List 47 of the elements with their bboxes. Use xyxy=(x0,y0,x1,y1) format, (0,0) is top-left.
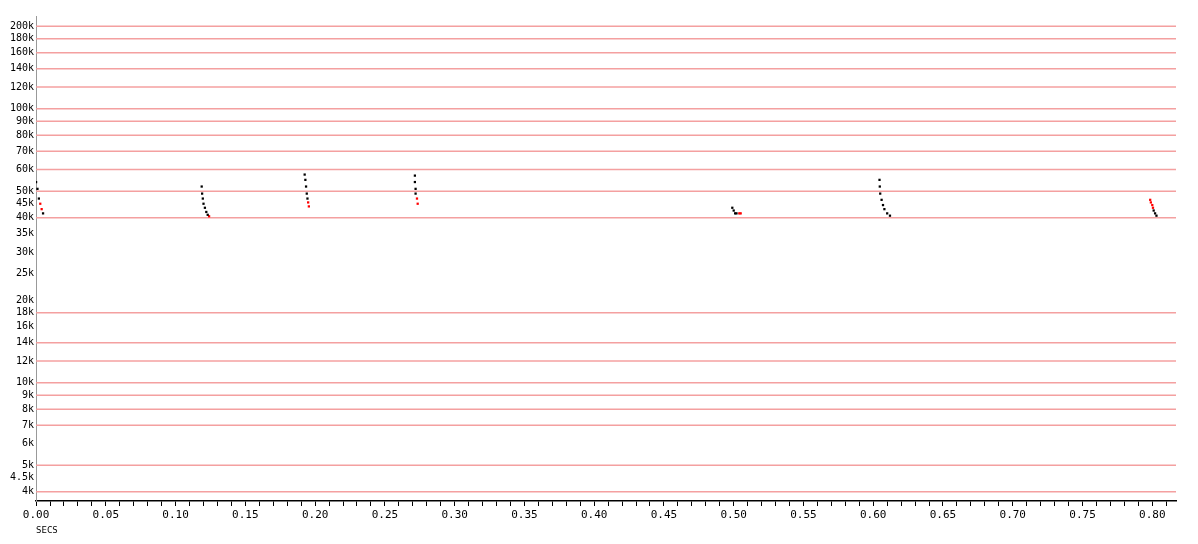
y-tick-label: 30k xyxy=(16,245,35,257)
x-axis-title: SECS xyxy=(36,524,58,535)
y-tick-label: 120k xyxy=(9,80,35,92)
x-tick-label: 0.05 xyxy=(92,508,120,522)
y-tick-label: 100k xyxy=(9,102,35,114)
y-tick-label: 7k xyxy=(22,418,35,430)
y-tick-label: 8k xyxy=(22,402,35,414)
y-tick-label: 45k xyxy=(16,197,35,209)
y-tick-label: 16k xyxy=(16,320,35,332)
y-tick-label: 60k xyxy=(16,163,35,175)
x-tick-label: 0.55 xyxy=(790,508,817,522)
y-tick-label: 20k xyxy=(16,293,35,305)
y-tick-label: 4.5k xyxy=(9,471,35,483)
y-tick-label: 14k xyxy=(16,336,35,348)
y-tick-label: 80k xyxy=(16,128,35,140)
y-tick-label: 180k xyxy=(9,32,35,44)
x-tick-label: 0.10 xyxy=(162,508,189,522)
y-tick-label: 6k xyxy=(22,437,35,449)
x-tick-label: 0.65 xyxy=(929,508,957,522)
y-tick-label: 25k xyxy=(16,267,35,279)
y-tick-label: 12k xyxy=(16,354,35,366)
x-tick-label: 0.35 xyxy=(511,508,538,522)
y-tick-label: 10k xyxy=(16,376,35,388)
y-tick-label: 90k xyxy=(16,114,35,126)
x-tick-label: 0.00 xyxy=(22,508,50,522)
y-tick-label: 160k xyxy=(9,46,35,58)
x-tick-label: 0.20 xyxy=(301,508,329,522)
y-tick-label: 50k xyxy=(16,184,35,196)
y-tick-label: 40k xyxy=(16,211,35,223)
x-tick-label: 0.15 xyxy=(232,508,259,522)
y-tick-label: 18k xyxy=(16,306,35,318)
y-tick-label: 4k xyxy=(22,485,35,497)
x-tick-label: 0.25 xyxy=(371,508,399,522)
x-tick-label: 0.45 xyxy=(650,508,678,522)
y-tick-label: 140k xyxy=(9,62,35,74)
y-tick-label: 200k xyxy=(9,19,35,31)
y-tick-label: 70k xyxy=(16,144,35,156)
x-tick-label: 0.80 xyxy=(1139,508,1166,522)
y-tick-label: 35k xyxy=(16,227,35,239)
y-tick-label: 9k xyxy=(22,388,35,400)
x-tick-label: 0.75 xyxy=(1069,508,1096,522)
x-tick-label: 0.40 xyxy=(580,508,608,522)
x-tick-label: 0.30 xyxy=(441,508,468,522)
x-tick-label: 0.60 xyxy=(859,508,887,522)
y-tick-label: 5k xyxy=(22,458,35,470)
x-tick-label: 0.70 xyxy=(999,508,1027,522)
x-tick-label: 0.50 xyxy=(720,508,747,522)
